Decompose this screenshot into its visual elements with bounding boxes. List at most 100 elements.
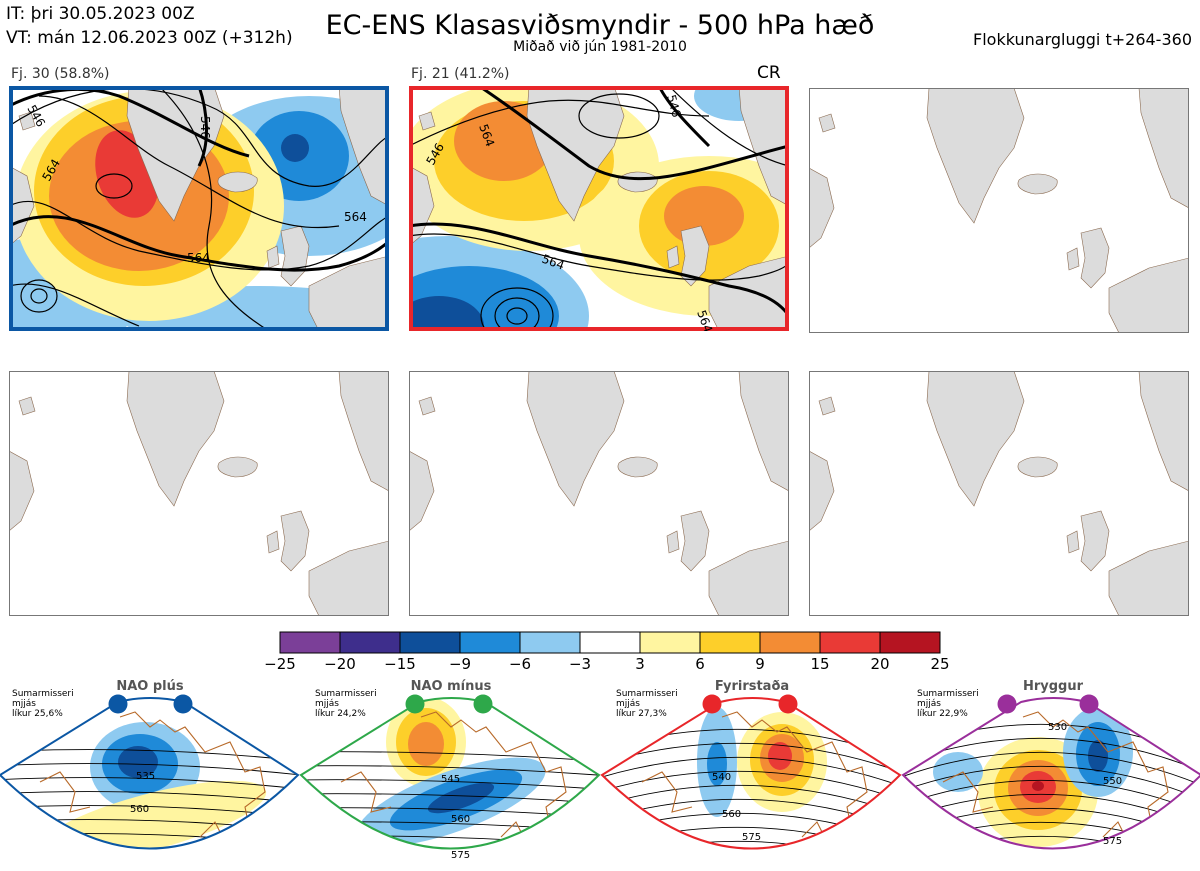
contour-label: 546 [664, 93, 683, 119]
height-contour [301, 779, 599, 791]
contour-label: 550 [1103, 776, 1122, 787]
contour-label: 530 [1048, 722, 1067, 733]
regime-info: mjjás [616, 699, 640, 709]
regime-marker [997, 694, 1017, 714]
regime-map [291, 698, 611, 871]
contour-label: 560 [722, 809, 741, 820]
colorbar-tick-label: 20 [870, 655, 889, 673]
regime-panel: 540 560 575 Fyrirstaða Sumarmisserimjjáslíku… [600, 679, 902, 850]
regime-info: líkur 22,9% [917, 709, 968, 719]
contour-label: 575 [742, 832, 761, 843]
regime-info: mjjás [12, 699, 36, 709]
regime-info: Sumarmisseri [616, 689, 678, 699]
anomaly-area [427, 782, 495, 814]
empty-panel-4 [9, 371, 389, 616]
height-contour [602, 770, 900, 805]
cluster-panel-2: 546 546 564 564 564 Fj. 21 (41.2%) CR [409, 63, 789, 331]
cluster-2-map: 546 546 564 564 564 [409, 86, 789, 331]
valid-time: VT: mán 12.06.2023 00Z (+312h) [6, 28, 293, 48]
height-contour [301, 765, 599, 777]
regime-marker [173, 694, 193, 714]
colorbar-tick-label: −3 [569, 655, 591, 673]
subtitle: Miðað við jún 1981-2010 [513, 39, 687, 55]
colorbar-tick-label: 15 [810, 655, 829, 673]
blank-map [809, 88, 1189, 333]
blank-map [409, 371, 789, 616]
regime-info: mjjás [315, 699, 339, 709]
colorbar: −25 −20 −15 −9 −6 −3 3 6 9 15 20 25 [264, 631, 950, 673]
height-contour [903, 751, 1200, 791]
coastline [942, 771, 994, 813]
coastline [340, 771, 392, 813]
colorbar-tick-label: 25 [930, 655, 949, 673]
contour-label: 575 [451, 850, 470, 861]
regime-name: Fyrirstaða [715, 679, 789, 694]
colorbar-tick-label: −6 [509, 655, 531, 673]
anomaly-area [118, 746, 158, 778]
regime-marker [778, 694, 798, 714]
empty-panel-6 [809, 371, 1189, 616]
colorbar-swatch [279, 631, 341, 654]
regime-frame [901, 697, 1200, 850]
anomaly-area [408, 722, 444, 766]
colorbar-tick-label: −9 [449, 655, 471, 673]
colorbar-swatch [759, 631, 821, 654]
height-contour [602, 756, 900, 791]
colorbar-tick-label: 3 [635, 655, 645, 673]
regime-info: Sumarmisseri [917, 689, 979, 699]
regime-info: Sumarmisseri [12, 689, 74, 699]
empty-panel-5 [409, 371, 789, 616]
regime-frame [0, 697, 300, 850]
anomaly-area [768, 742, 792, 770]
height-contour [903, 835, 1200, 849]
regime-name: NAO mínus [411, 679, 492, 694]
anomaly-area [1017, 851, 1049, 863]
coastline [641, 771, 693, 813]
colorbar-swatch [879, 631, 941, 654]
colorbar-swatch [519, 631, 581, 654]
regime-info: líkur 25,6% [12, 709, 63, 719]
colorbar-swatch [639, 631, 701, 654]
contour-label: 545 [441, 774, 460, 785]
regime-marker [473, 694, 493, 714]
colorbar-tick-label: −15 [384, 655, 416, 673]
colorbar-swatch [819, 631, 881, 654]
regime-marker [405, 694, 425, 714]
regime-frame [600, 697, 902, 850]
contour-label: 546 [198, 116, 212, 139]
regime-info: mjjás [917, 699, 941, 709]
blank-map [809, 371, 1189, 616]
classification-window: Flokkunargluggi t+264-360 [973, 30, 1192, 49]
coastline [39, 771, 91, 813]
colorbar-tick-label: 6 [695, 655, 705, 673]
contour-label: 560 [451, 814, 470, 825]
height-contour [291, 864, 611, 871]
height-contour [903, 765, 1200, 805]
anomaly-area [707, 742, 727, 786]
contour-label: 540 [712, 772, 731, 783]
height-contour [0, 791, 298, 805]
anomaly-area [1032, 781, 1044, 791]
regime-info: líkur 27,3% [616, 709, 667, 719]
regime-name: Hryggur [1023, 679, 1084, 694]
blank-map [9, 371, 389, 616]
regime-marker [702, 694, 722, 714]
page-title: EC-ENS Klasasviðsmyndir - 500 hPa hæð [325, 10, 875, 41]
cluster-label: Fj. 21 (41.2%) [411, 66, 510, 82]
cluster-1-map: 546 546 564 564 564 [9, 86, 389, 331]
colorbar-swatch [339, 631, 401, 654]
colorbar-tick-label: 9 [755, 655, 765, 673]
regime-info: Sumarmisseri [315, 689, 377, 699]
height-contour [0, 862, 310, 871]
regime-frame [299, 697, 601, 850]
contour-label: 564 [344, 210, 367, 224]
colorbar-tick-label: −20 [324, 655, 356, 673]
regime-panel: 545 560 575 NAO mínus Sumarmisserimjjáslíkur… [291, 679, 611, 871]
cluster-label: Fj. 30 (58.8%) [11, 66, 110, 82]
height-contour [0, 777, 298, 791]
regime-name: NAO plús [116, 679, 184, 694]
anomaly-area [1088, 740, 1108, 772]
